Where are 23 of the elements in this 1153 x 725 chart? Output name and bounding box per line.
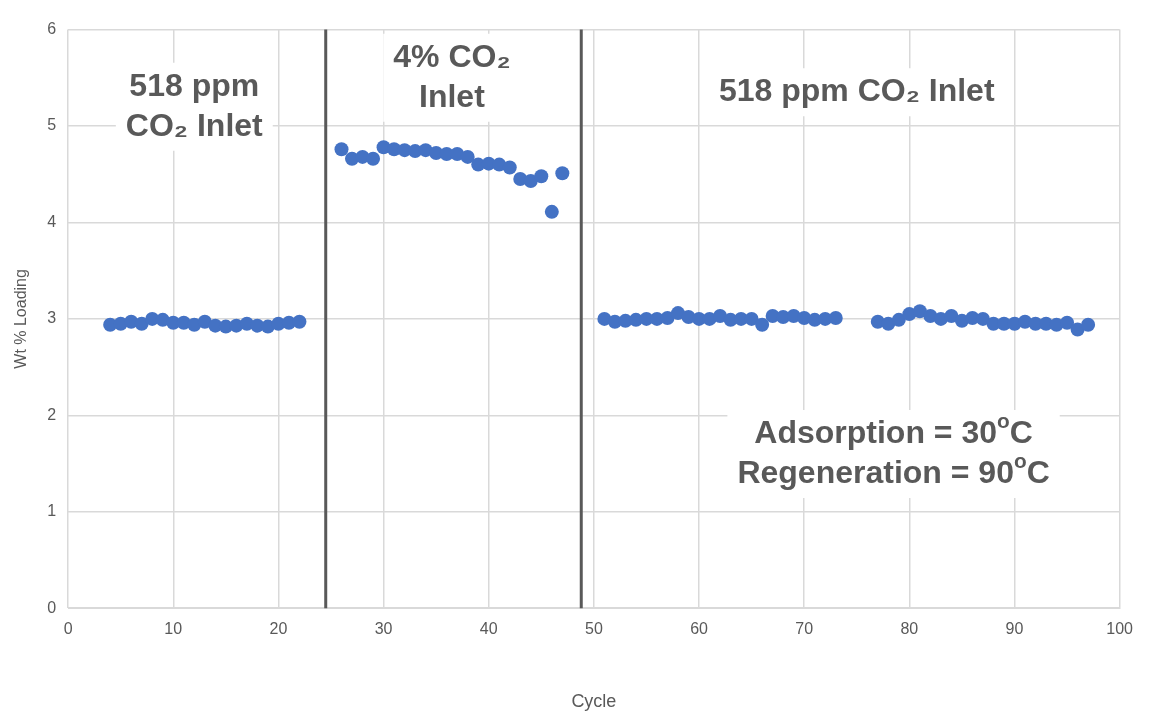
annotation: 518 ppm CO₂ Inlet bbox=[125, 66, 264, 143]
x-tick-label: 60 bbox=[690, 620, 709, 638]
x-tick-label: 10 bbox=[164, 620, 183, 638]
annotation: 518 ppm CO₂ Inlet bbox=[718, 72, 995, 109]
x-tick-label: 70 bbox=[795, 620, 814, 638]
y-tick-label: 6 bbox=[47, 20, 57, 38]
y-tick-label: 5 bbox=[47, 116, 57, 134]
x-axis-title: Cycle bbox=[571, 691, 617, 712]
x-tick-label: 90 bbox=[1005, 620, 1024, 638]
y-tick-label: 2 bbox=[47, 405, 57, 423]
x-tick-label: 40 bbox=[479, 620, 498, 638]
y-axis-title: Wt % Loading bbox=[12, 269, 30, 369]
y-tick-label: 3 bbox=[47, 309, 57, 327]
x-tick-label: 50 bbox=[584, 620, 603, 638]
x-tick-label: 0 bbox=[63, 620, 73, 638]
x-tick-label: 30 bbox=[374, 620, 393, 638]
y-tick-label: 4 bbox=[47, 212, 57, 230]
x-tick-label: 20 bbox=[269, 620, 288, 638]
annotation: 4% CO₂ Inlet bbox=[393, 37, 511, 114]
x-tick-label: 80 bbox=[900, 620, 919, 638]
y-tick-label: 1 bbox=[47, 502, 57, 520]
x-tick-label: 100 bbox=[1106, 620, 1134, 638]
y-tick-label: 0 bbox=[47, 598, 57, 616]
